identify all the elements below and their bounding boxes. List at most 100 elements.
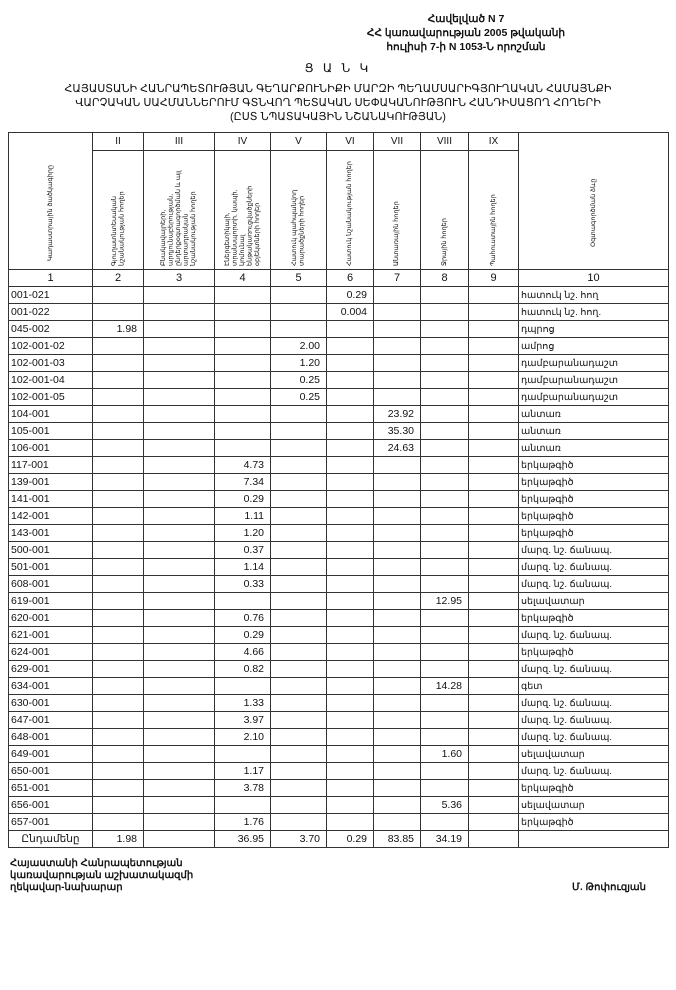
cadastral-code: 141-001	[8, 490, 93, 508]
column-number: 9	[468, 269, 519, 287]
area-value	[214, 303, 271, 321]
area-value	[143, 592, 215, 610]
area-value	[326, 371, 374, 389]
column-header: Էներգետիկայի, տրանսպորտի, կապի, կոմունալ…	[214, 150, 271, 270]
area-value	[270, 456, 327, 474]
table-row: 648-001 2.10 մարզ. նշ. ճանապ.	[8, 728, 669, 746]
area-value	[143, 541, 215, 559]
area-value	[468, 796, 519, 814]
area-value	[143, 439, 215, 457]
area-value	[143, 507, 215, 525]
column-number: 6	[326, 269, 374, 287]
table-row: 139-001 7.34 երկաթգիծ	[8, 473, 669, 491]
subtitle-line-3: (ԸՍՏ ՆՊԱՏԱԿԱՅԻՆ ՆՇԱՆԱԿՈՒԹՅԱՆ)	[230, 111, 446, 123]
column-number: 4	[214, 269, 271, 287]
area-value	[92, 303, 144, 321]
land-use: երկաթգիծ	[518, 490, 669, 508]
land-use: դպրոց	[518, 320, 669, 338]
area-value	[373, 728, 421, 746]
area-value: 23.92	[373, 405, 421, 423]
area-value	[214, 354, 271, 372]
land-use: ամրոց	[518, 337, 669, 355]
column-number: 10	[518, 269, 669, 287]
land-use: մարզ. նշ. ճանապ.	[518, 762, 669, 780]
table-row: 656-001 5.36 սելավատար	[8, 796, 669, 814]
area-value	[468, 405, 519, 423]
position-line-2: կառավարության աշխատակազմի	[10, 870, 194, 881]
column-header: Հատուկ նշանակության հողեր	[326, 150, 374, 270]
area-value	[92, 813, 144, 831]
area-value	[373, 626, 421, 644]
area-value	[326, 813, 374, 831]
roman-header: VII	[373, 132, 421, 151]
position-line-1: Հայաստանի Հանրապետության	[10, 858, 183, 869]
area-value	[214, 796, 271, 814]
signatory-name: Մ. Թոփուզյան	[572, 882, 646, 893]
area-value	[373, 779, 421, 797]
table-row: 608-001 0.33 մարզ. նշ. ճանապ.	[8, 575, 669, 593]
area-value: 14.28	[420, 677, 469, 695]
area-value	[143, 762, 215, 780]
area-value	[92, 762, 144, 780]
area-value	[270, 320, 327, 338]
area-value	[468, 456, 519, 474]
land-use: մարզ. նշ. ճանապ.	[518, 694, 669, 712]
area-value: 35.30	[373, 422, 421, 440]
roman-header: IV	[214, 132, 271, 151]
area-value	[420, 575, 469, 593]
area-value	[326, 694, 374, 712]
area-value	[468, 507, 519, 525]
table-row: 001-021 0.29 հատուկ նշ. հող	[8, 286, 669, 304]
area-value	[468, 609, 519, 627]
column-header-row: Գյուղատնտեսական նշանակության հողեր Բնակավ…	[9, 150, 669, 270]
table-row: 104-001 23.92 անտառ	[8, 405, 669, 423]
area-value	[468, 745, 519, 763]
column-header: Ջրային հողեր	[420, 150, 469, 270]
area-value	[143, 660, 215, 678]
total-value: 0.29	[326, 830, 374, 848]
area-value: 7.34	[214, 473, 271, 491]
area-value: 0.29	[214, 490, 271, 508]
table-row: 142-001 1.11 երկաթգիծ	[8, 507, 669, 525]
column-header-text: Հատուկ նշանակության հողեր	[346, 161, 354, 266]
area-value	[92, 524, 144, 542]
area-value	[270, 405, 327, 423]
appendix-decree-date: հուլիսի 7-ի N 1053-Ն որոշման	[386, 41, 546, 53]
area-value	[143, 473, 215, 491]
area-value	[468, 558, 519, 576]
area-value	[92, 286, 144, 304]
area-value	[326, 609, 374, 627]
area-value	[143, 405, 215, 423]
area-value	[468, 388, 519, 406]
table-row: 117-001 4.73 երկաթգիծ	[8, 456, 669, 474]
area-value	[214, 405, 271, 423]
area-value	[326, 677, 374, 695]
total-value	[143, 830, 215, 848]
area-value	[420, 762, 469, 780]
subtitle-line-1: ՀԱՅԱՍՏԱՆԻ ՀԱՆՐԱՊԵՏՈՒԹՅԱՆ ԳԵՂԱՐՔՈՒՆԻՔԻ ՄԱ…	[64, 83, 612, 95]
total-row: Ընդամենը 1.98 36.95 3.70 0.29 83.85 34.19	[8, 830, 669, 848]
area-value	[143, 643, 215, 661]
table-row: 650-001 1.17 մարզ. նշ. ճանապ.	[8, 762, 669, 780]
table-row: 501-001 1.14 մարզ. նշ. ճանապ.	[8, 558, 669, 576]
area-value	[468, 354, 519, 372]
roman-header: V	[270, 132, 327, 151]
column-number: 3	[143, 269, 215, 287]
area-value	[420, 558, 469, 576]
column-header-text: Գյուղատնտեսական նշանակության հողեր	[110, 191, 126, 266]
land-use: երկաթգիծ	[518, 643, 669, 661]
area-value: 0.37	[214, 541, 271, 559]
table-row: 106-001 24.63 անտառ	[8, 439, 669, 457]
cadastral-code: 647-001	[8, 711, 93, 729]
land-use: սելավատար	[518, 592, 669, 610]
area-value	[214, 286, 271, 304]
land-use: մարզ. նշ. ճանապ.	[518, 575, 669, 593]
area-value	[468, 660, 519, 678]
area-value	[468, 779, 519, 797]
area-value	[373, 286, 421, 304]
area-value: 3.97	[214, 711, 271, 729]
area-value	[143, 711, 215, 729]
land-use: անտառ	[518, 422, 669, 440]
column-header-text: Անտառային հողեր	[393, 201, 401, 266]
area-value	[420, 524, 469, 542]
